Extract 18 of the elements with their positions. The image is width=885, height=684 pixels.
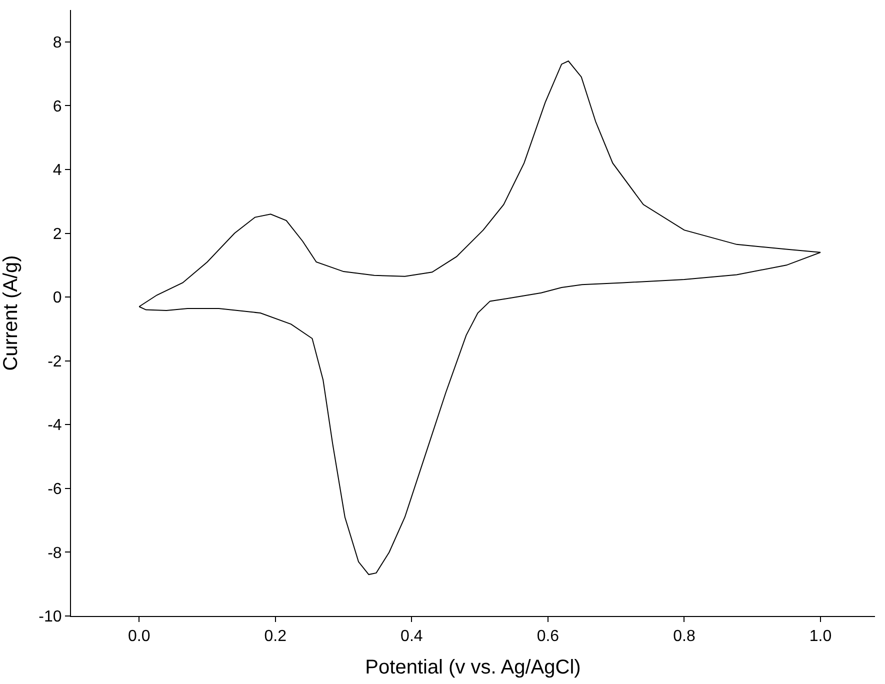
x-tick-label: 0.0 — [128, 628, 150, 646]
y-axis-title: Current (A/g) — [0, 255, 22, 371]
y-tick-label: 8 — [52, 34, 62, 52]
y-tick-label: 4 — [52, 162, 62, 180]
y-tick-label: 0 — [52, 290, 62, 307]
y-tick-label: -4 — [48, 417, 62, 434]
y-tick-label: 6 — [52, 98, 62, 116]
y-tick-label: -10 — [38, 608, 62, 626]
y-tick-label: -6 — [48, 481, 62, 498]
x-tick-label: 0.6 — [536, 628, 560, 646]
x-tick-label: 0.4 — [400, 628, 423, 646]
x-axis-title: Potential (v vs. Ag/AgCl) — [365, 656, 581, 679]
y-tick-label: 2 — [52, 226, 62, 243]
y-tick-label: -2 — [48, 353, 62, 370]
x-tick-label: 0.8 — [673, 628, 696, 646]
x-tick-label: 1.0 — [809, 628, 832, 646]
y-tick-label: -8 — [48, 544, 62, 562]
x-tick-label: 0.2 — [264, 628, 287, 646]
